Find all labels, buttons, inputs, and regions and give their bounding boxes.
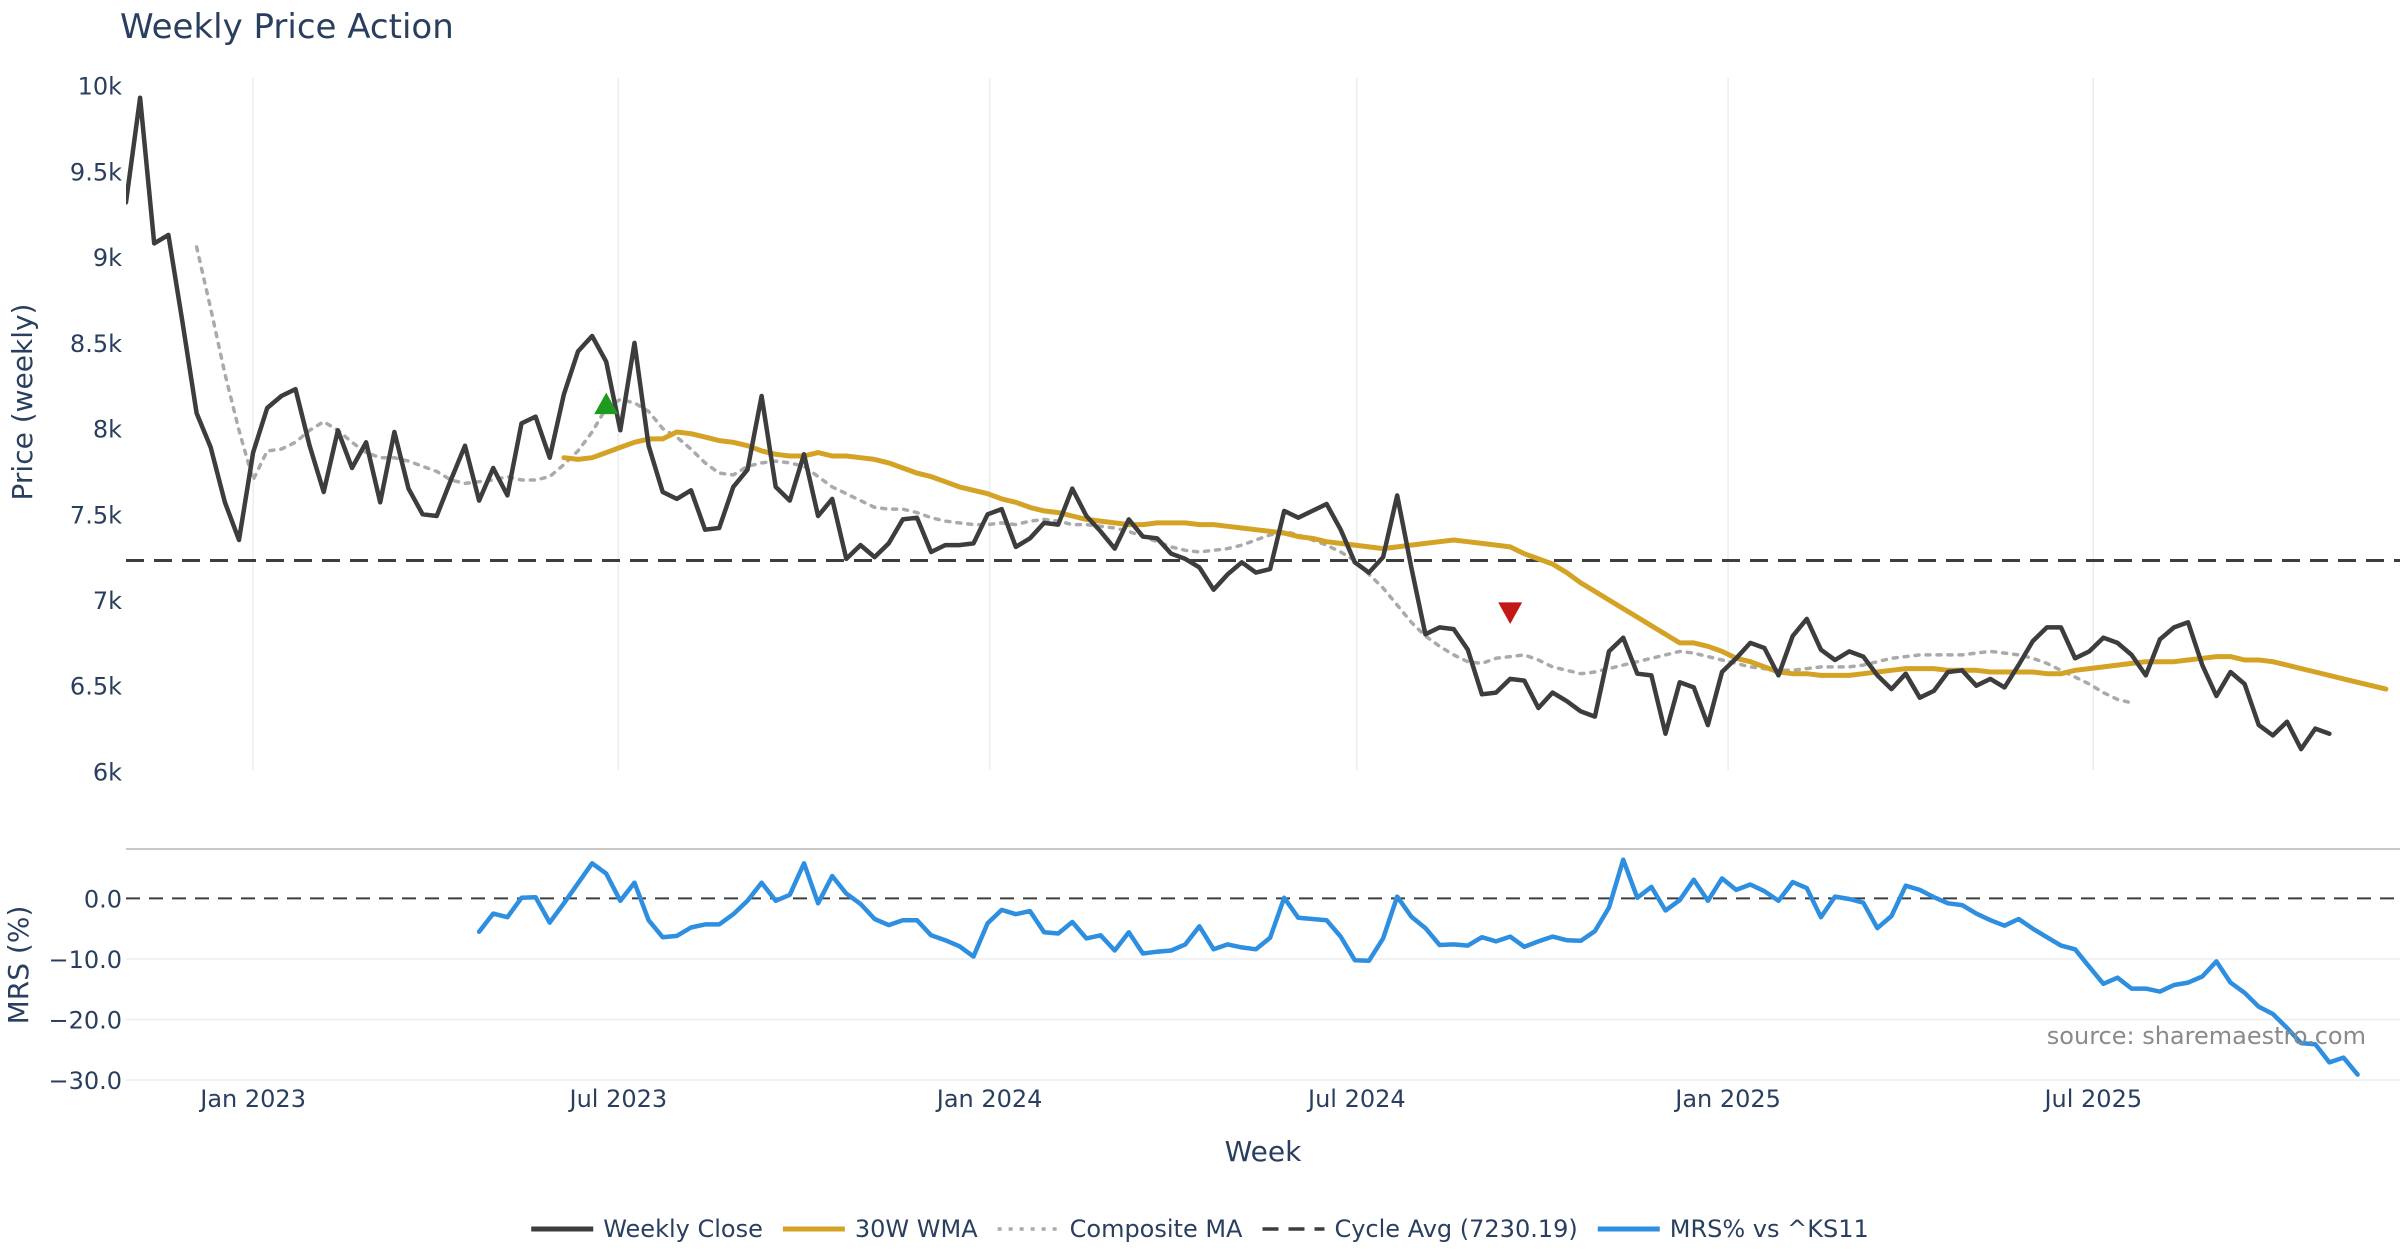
price-y-tick-label: 8.5k (70, 330, 122, 358)
price-y-tick-label: 9.5k (70, 158, 122, 186)
x-tick-label: Jul 2024 (1306, 1085, 1406, 1113)
mrs-y-tick-label: −30.0 (48, 1067, 122, 1095)
signal-markers (594, 392, 1523, 624)
mrs-y-tick-label: −20.0 (48, 1006, 122, 1034)
mrs-axis-title: MRS (%) (2, 906, 35, 1025)
x-tick-label: Jan 2024 (935, 1085, 1043, 1113)
price-y-tick-label: 9k (93, 244, 122, 272)
legend-label-cycle-avg-7230-19: Cycle Avg (7230.19) (1334, 1215, 1577, 1243)
chart-title: Weekly Price Action (120, 7, 454, 47)
mrs-y-tick-label: −10.0 (48, 946, 122, 974)
mrs-y-tick-labels: 0.0 −10.0 −20.0 −30.0 (48, 885, 122, 1095)
x-tick-labels: Jan 2023 Jul 2023 Jan 2024 Jul 2024 Jan 2025… (198, 1085, 2142, 1113)
series-line-weekly-close (126, 95, 2332, 752)
price-axis-title: Price (weekly) (6, 304, 39, 501)
buy-signal-marker (594, 392, 619, 415)
x-tick-label: Jul 2025 (2042, 1085, 2142, 1113)
x-tick-label: Jul 2023 (567, 1085, 667, 1113)
x-axis-title: Week (1225, 1135, 1302, 1168)
price-y-tick-label: 6k (93, 758, 122, 786)
legend-label-30w-wma: 30W WMA (855, 1215, 978, 1243)
price-gridlines (252, 78, 2095, 770)
legend-label-weekly-close: Weekly Close (603, 1215, 763, 1243)
x-tick-label: Jan 2025 (1673, 1085, 1781, 1113)
mrs-gridlines (126, 958, 2400, 1081)
series-line-mrs-vs-ks11 (476, 857, 2360, 1077)
series-line-30w-wma (561, 429, 2389, 692)
x-tick-label: Jan 2023 (198, 1085, 306, 1113)
price-y-tick-label: 7.5k (70, 501, 122, 529)
mrs-y-tick-label: 0.0 (84, 885, 122, 913)
sell-signal-marker (1498, 602, 1523, 624)
price-y-tick-label: 6.5k (70, 673, 122, 701)
legend: Weekly Close 30W WMA Composite MA Cycle Avg… (531, 1215, 1869, 1243)
price-y-tick-label: 7k (93, 587, 122, 615)
price-y-tick-label: 10k (78, 73, 123, 101)
price-y-tick-labels: 6k 6.5k 7k 7.5k 8k 8.5k 9k 9.5k 10k (70, 73, 122, 787)
legend-label-mrs-vs-ks11: MRS% vs ^KS11 (1670, 1215, 1869, 1243)
source-note: source: sharemaestro.com (2047, 1022, 2366, 1050)
price-series-group (126, 95, 2389, 752)
mrs-series-group (476, 857, 2360, 1077)
legend-label-composite-ma: Composite MA (1070, 1215, 1243, 1243)
price-y-tick-label: 8k (93, 416, 122, 444)
